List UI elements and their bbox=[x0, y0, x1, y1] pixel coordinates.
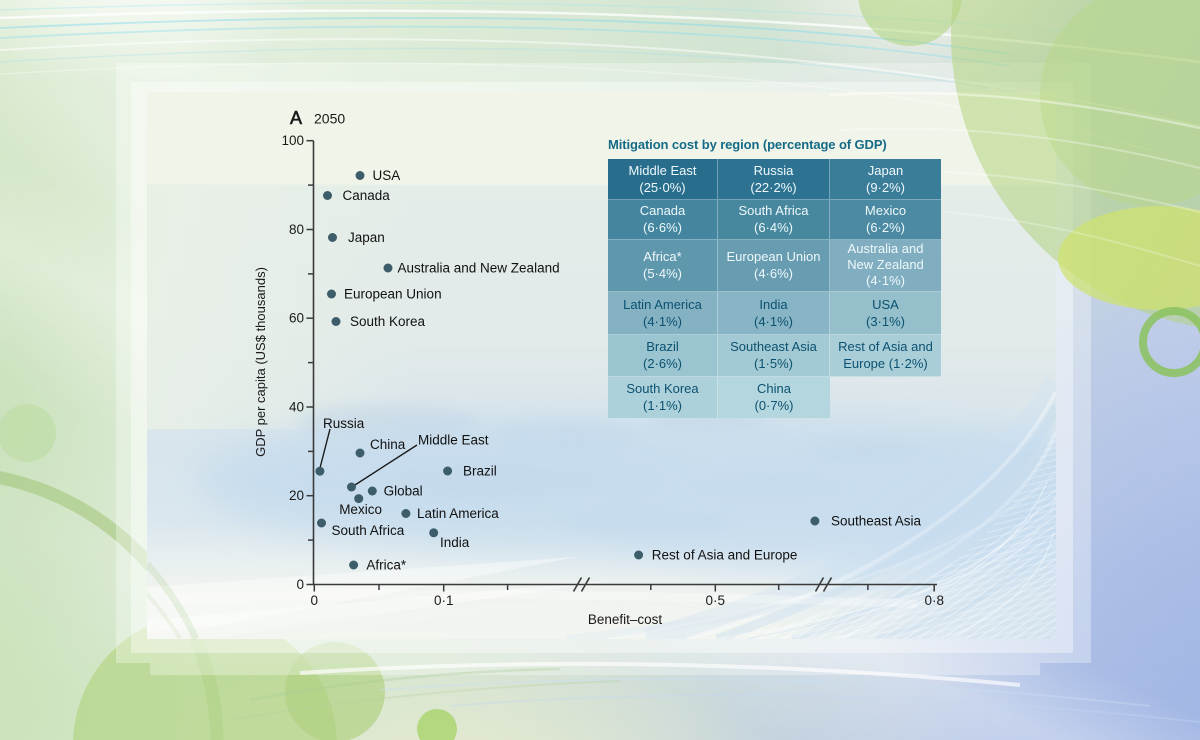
svg-text:60: 60 bbox=[289, 311, 304, 326]
svg-text:Latin America: Latin America bbox=[417, 506, 499, 521]
svg-text:GDP per capita (US$ thousands): GDP per capita (US$ thousands) bbox=[253, 267, 268, 457]
svg-text:A: A bbox=[290, 108, 302, 128]
svg-text:Mexico: Mexico bbox=[339, 502, 382, 517]
svg-text:Russia: Russia bbox=[323, 416, 365, 431]
svg-text:Australia and New Zealand: Australia and New Zealand bbox=[398, 261, 560, 276]
svg-text:Southeast Asia: Southeast Asia bbox=[831, 514, 922, 529]
svg-text:China: China bbox=[370, 437, 406, 452]
svg-text:0·1: 0·1 bbox=[434, 593, 454, 608]
svg-text:0: 0 bbox=[296, 577, 304, 592]
svg-text:100: 100 bbox=[281, 133, 304, 148]
svg-text:Brazil: Brazil bbox=[463, 464, 497, 479]
svg-text:0·8: 0·8 bbox=[924, 593, 944, 608]
svg-text:Rest of Asia and Europe: Rest of Asia and Europe bbox=[652, 548, 798, 563]
svg-text:80: 80 bbox=[289, 222, 304, 237]
svg-text:40: 40 bbox=[289, 400, 304, 415]
svg-text:Africa*: Africa* bbox=[366, 558, 407, 573]
svg-text:2050: 2050 bbox=[314, 111, 345, 127]
svg-text:European Union: European Union bbox=[344, 287, 442, 302]
svg-text:USA: USA bbox=[373, 168, 401, 183]
svg-text:South Africa: South Africa bbox=[332, 523, 405, 538]
svg-text:India: India bbox=[440, 535, 470, 550]
svg-text:0: 0 bbox=[311, 593, 319, 608]
svg-text:South Korea: South Korea bbox=[350, 314, 426, 329]
svg-text:0·5: 0·5 bbox=[706, 593, 726, 608]
svg-text:Middle East: Middle East bbox=[418, 433, 489, 448]
svg-text:Benefit–cost: Benefit–cost bbox=[588, 612, 663, 627]
svg-text:Japan: Japan bbox=[348, 230, 385, 245]
svg-text:20: 20 bbox=[289, 488, 304, 503]
svg-text:Global: Global bbox=[384, 484, 423, 499]
svg-text:Canada: Canada bbox=[343, 188, 391, 203]
